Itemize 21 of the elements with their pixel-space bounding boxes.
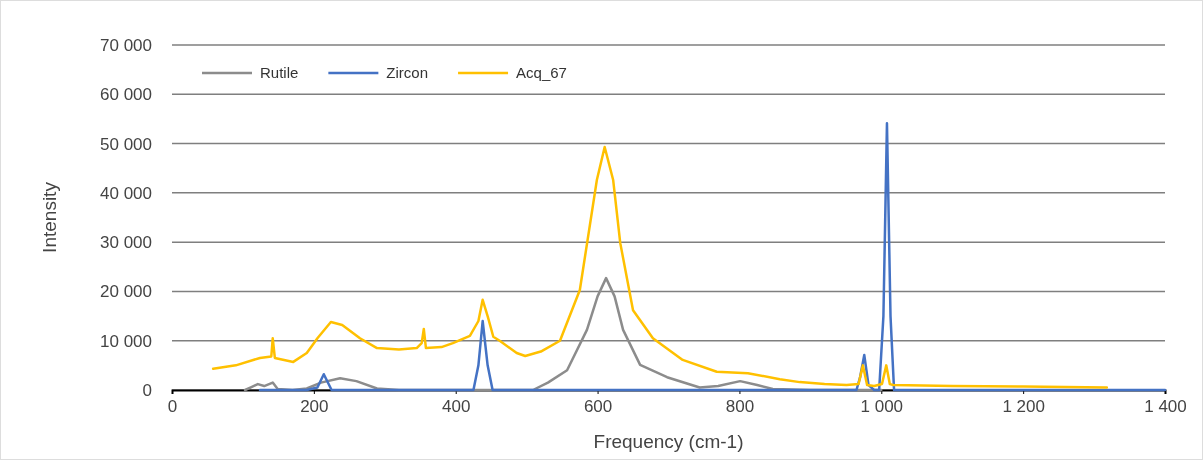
x-tick-label: 0 [167, 397, 178, 417]
x-tick-label: 200 [300, 397, 329, 417]
x-tick-label: 1 400 [1144, 397, 1187, 417]
y-tick-label: 70 000 [100, 35, 152, 55]
x-tick-label: 1 200 [1002, 397, 1045, 417]
legend-label: Rutile [260, 64, 299, 81]
x-tick-label: 800 [725, 397, 755, 417]
x-tick-label: 600 [583, 397, 613, 417]
y-tick-label: 40 000 [100, 183, 152, 203]
y-tick-label: 10 000 [100, 331, 152, 351]
y-tick-label: 20 000 [100, 282, 152, 302]
legend-label: Zircon [386, 64, 429, 81]
y-tick-label: 60 000 [100, 85, 152, 105]
y-tick-label: 0 [142, 380, 152, 400]
y-tick-label: 50 000 [100, 134, 152, 154]
y-axis-title: Intensity [39, 181, 60, 253]
legend-label: Acq_67 [516, 64, 567, 81]
y-tick-label: 30 000 [100, 233, 152, 253]
x-axis-title: Frequency (cm-1) [593, 431, 744, 452]
x-tick-label: 400 [442, 397, 471, 417]
x-tick-label: 1 000 [860, 397, 904, 417]
